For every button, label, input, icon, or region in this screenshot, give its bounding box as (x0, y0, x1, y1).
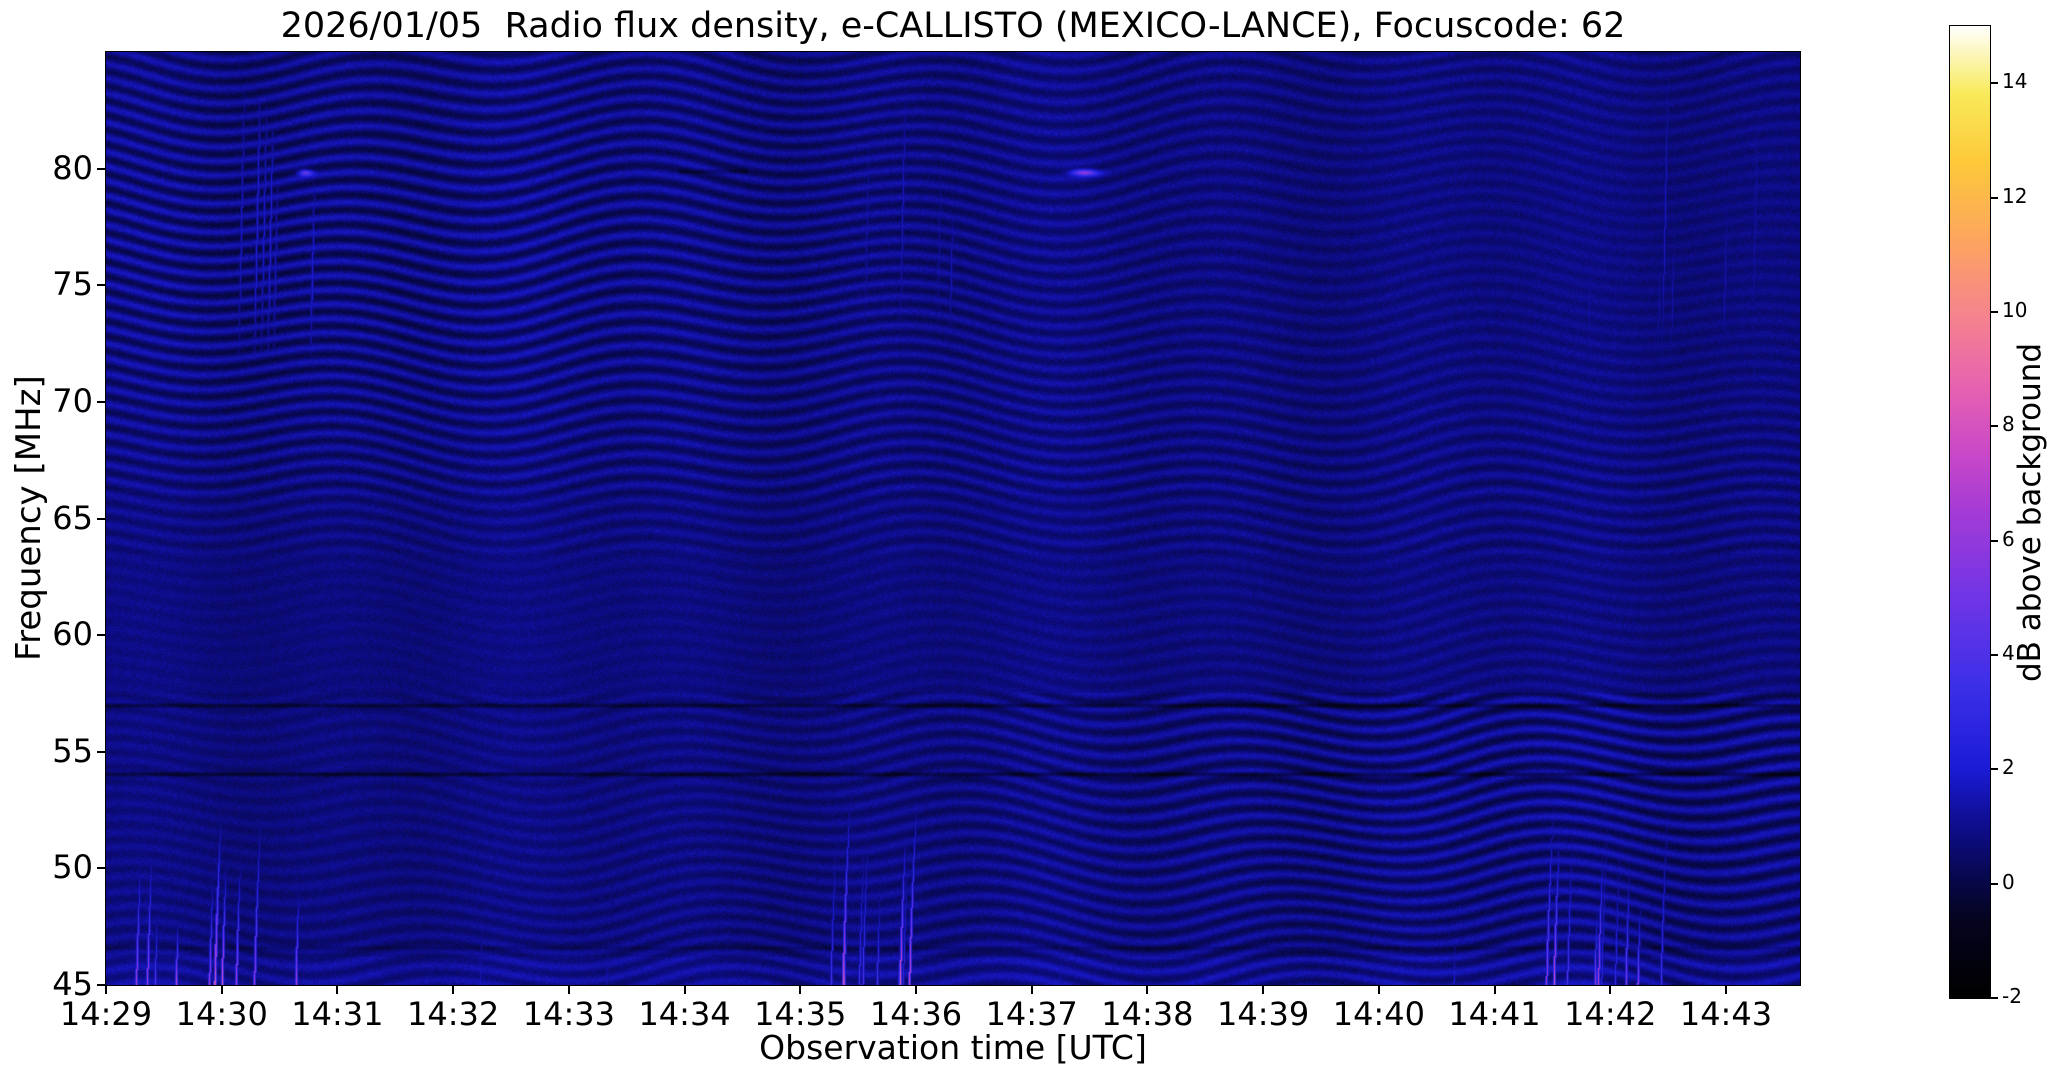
colorbar-tick-mark (1990, 539, 1998, 542)
colorbar-tick-mark (1990, 882, 1998, 885)
x-tick-mark (1377, 985, 1380, 994)
x-tick-label: 14:29 (59, 995, 153, 1033)
x-tick-mark (1030, 985, 1033, 994)
colorbar-tick-mark (1990, 82, 1998, 85)
colorbar-tick-label: 0 (2002, 869, 2015, 894)
x-tick-label: 14:38 (1101, 995, 1194, 1033)
x-tick-mark (1262, 985, 1265, 994)
y-tick-label: 65 (52, 498, 93, 537)
x-tick-mark (220, 985, 223, 994)
colorbar-tick-mark (1990, 425, 1998, 428)
x-tick-label: 14:39 (1216, 995, 1310, 1033)
x-tick-label: 14:36 (869, 995, 963, 1033)
x-tick-mark (914, 985, 917, 994)
y-tick-label: 55 (52, 731, 93, 770)
y-tick-label: 60 (52, 615, 93, 654)
colorbar-tick-mark (1990, 653, 1998, 656)
colorbar-tick-label: 4 (2002, 640, 2015, 665)
x-tick-mark (452, 985, 455, 994)
x-tick-label: 14:42 (1564, 995, 1657, 1033)
y-tick-mark (97, 867, 106, 870)
x-tick-mark (1146, 985, 1149, 994)
x-tick-label: 14:30 (175, 995, 268, 1033)
x-axis-label: Observation time [UTC] (759, 1028, 1147, 1067)
y-tick-mark (97, 167, 106, 170)
x-tick-label: 14:34 (638, 995, 731, 1033)
x-tick-label: 14:35 (754, 995, 847, 1033)
x-tick-label: 14:32 (407, 995, 500, 1033)
colorbar-tick-label: 12 (2002, 183, 2028, 208)
colorbar-tick-mark (1990, 310, 1998, 313)
x-tick-mark (105, 985, 107, 994)
x-tick-mark (683, 985, 686, 994)
y-tick-label: 50 (52, 848, 93, 887)
colorbar-label: dB above background (2012, 342, 2047, 682)
colorbar-tick-label: 2 (2002, 755, 2015, 780)
y-tick-label: 80 (52, 148, 93, 187)
colorbar (1949, 25, 1991, 999)
x-tick-label: 14:31 (291, 995, 384, 1033)
spectrogram-canvas (106, 52, 1800, 985)
x-tick-mark (1609, 985, 1612, 994)
x-tick-label: 14:43 (1679, 995, 1773, 1033)
colorbar-tick-label: 6 (2002, 526, 2015, 551)
x-tick-mark (799, 985, 802, 994)
y-tick-mark (97, 517, 106, 520)
colorbar-tick-mark (1990, 997, 1998, 999)
y-tick-mark (97, 400, 106, 403)
colorbar-tick-label: 14 (2002, 69, 2028, 94)
y-tick-label: 75 (52, 265, 93, 304)
x-tick-label: 14:37 (985, 995, 1078, 1033)
colorbar-tick-mark (1990, 768, 1998, 771)
x-tick-mark (567, 985, 570, 994)
x-tick-label: 14:33 (522, 995, 615, 1033)
y-tick-mark (97, 984, 106, 986)
x-tick-mark (1493, 985, 1496, 994)
y-tick-mark (97, 750, 106, 753)
y-tick-label: 70 (52, 381, 93, 420)
chart-title: 2026/01/05 Radio flux density, e-CALLIST… (280, 6, 1626, 46)
x-tick-label: 14:41 (1448, 995, 1541, 1033)
colorbar-tick-label: 10 (2002, 297, 2028, 322)
colorbar-gradient (1950, 26, 1990, 998)
plot-area (105, 51, 1801, 986)
colorbar-tick-label: -2 (2002, 984, 2022, 1008)
x-tick-mark (336, 985, 339, 994)
colorbar-tick-mark (1990, 196, 1998, 199)
x-tick-mark (1724, 985, 1727, 994)
y-tick-mark (97, 634, 106, 637)
y-tick-mark (97, 284, 106, 287)
x-tick-label: 14:40 (1332, 995, 1425, 1033)
colorbar-tick-label: 8 (2002, 412, 2015, 437)
y-tick-label: 45 (52, 965, 93, 1003)
